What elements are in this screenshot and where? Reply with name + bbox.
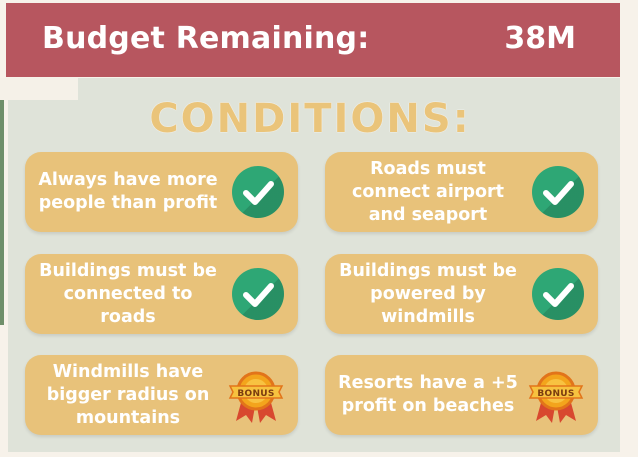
check-icon bbox=[232, 268, 284, 320]
condition-text: Always have more people than profit bbox=[38, 170, 218, 213]
condition-card: Windmills have bigger radius on mountain… bbox=[25, 355, 298, 435]
condition-text: Windmills have bigger radius on mountain… bbox=[46, 361, 210, 428]
conditions-title: CONDITIONS: bbox=[149, 96, 471, 142]
condition-text: Buildings must be powered by windmills bbox=[339, 260, 517, 327]
bonus-badge-icon: BONUS bbox=[528, 365, 584, 425]
condition-card: Buildings must be powered by windmills bbox=[325, 254, 598, 334]
condition-card: Buildings must be connected to roads bbox=[25, 254, 298, 334]
bonus-label: BONUS bbox=[237, 389, 275, 399]
bonus-badge-icon: BONUS bbox=[228, 365, 284, 425]
condition-card: Roads must connect airport and seaport bbox=[325, 152, 598, 232]
check-icon bbox=[532, 166, 584, 218]
budget-value: 38M bbox=[504, 21, 576, 56]
budget-title: Budget Remaining: bbox=[42, 21, 370, 56]
bonus-label: BONUS bbox=[537, 389, 575, 399]
background-edge bbox=[0, 95, 4, 325]
condition-text: Buildings must be connected to roads bbox=[39, 260, 217, 327]
check-icon bbox=[532, 268, 584, 320]
panel-corner-tab bbox=[0, 78, 78, 100]
condition-text: Roads must connect airport and seaport bbox=[352, 158, 504, 225]
condition-text: Resorts have a +5 profit on beaches bbox=[338, 373, 518, 416]
condition-card: Always have more people than profit bbox=[25, 152, 298, 232]
check-icon bbox=[232, 166, 284, 218]
budget-header: Budget Remaining: 38M bbox=[6, 3, 620, 77]
condition-card: Resorts have a +5 profit on beaches BONU… bbox=[325, 355, 598, 435]
